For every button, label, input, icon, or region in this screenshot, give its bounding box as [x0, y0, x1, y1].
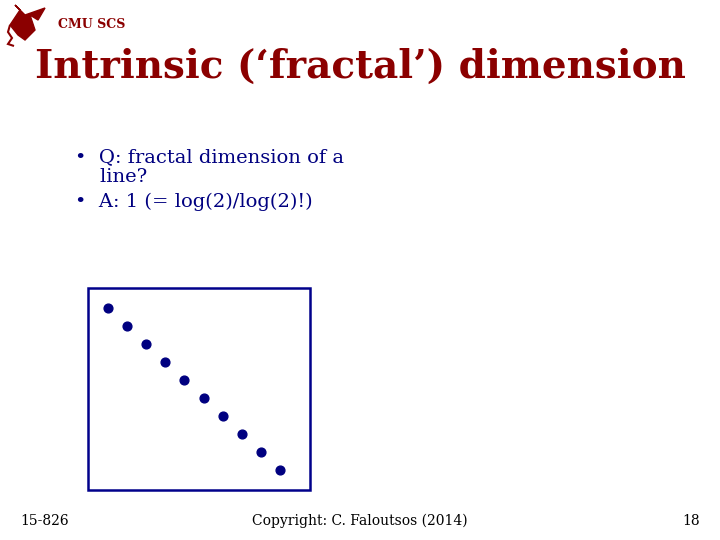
Text: •  Q: fractal dimension of a: • Q: fractal dimension of a — [75, 148, 344, 166]
Text: 18: 18 — [683, 514, 700, 528]
Point — [179, 376, 190, 384]
Text: 15-826: 15-826 — [20, 514, 68, 528]
Point — [236, 430, 248, 438]
Point — [102, 303, 114, 312]
Polygon shape — [10, 5, 45, 40]
Point — [140, 340, 152, 348]
Point — [122, 322, 133, 330]
Point — [198, 394, 210, 402]
Text: CMU SCS: CMU SCS — [58, 18, 125, 31]
Text: line?: line? — [75, 168, 148, 186]
Bar — [88, 288, 310, 490]
Text: Intrinsic (‘fractal’) dimension: Intrinsic (‘fractal’) dimension — [35, 48, 685, 86]
Text: •  A: 1 (= log(2)/log(2)!): • A: 1 (= log(2)/log(2)!) — [75, 193, 312, 211]
Point — [160, 357, 171, 366]
Point — [274, 465, 286, 474]
Point — [217, 411, 228, 420]
Text: Copyright: C. Faloutsos (2014): Copyright: C. Faloutsos (2014) — [252, 514, 468, 528]
Point — [255, 448, 266, 456]
